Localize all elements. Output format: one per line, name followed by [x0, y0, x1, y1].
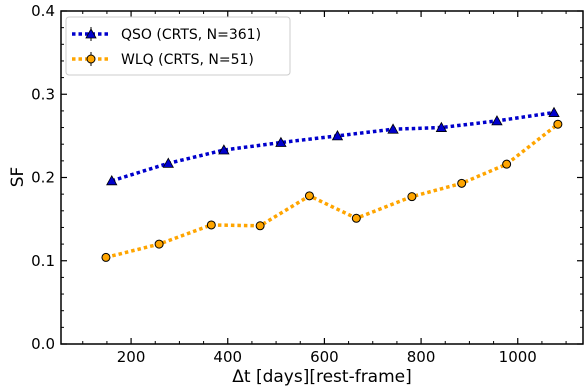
data-point [331, 130, 344, 141]
y-axis-label: SF [8, 167, 28, 188]
data-point [407, 192, 417, 202]
x-tick-labels: 200 400 600 800 1000 [117, 348, 537, 366]
x-tick-label: 400 [213, 348, 242, 366]
data-point [106, 175, 118, 186]
x-tick-label: 800 [407, 348, 436, 366]
legend-label: WLQ (CRTS, N=51) [121, 52, 254, 68]
legend-entry: QSO (CRTS, N=361) [72, 27, 261, 43]
data-point [255, 221, 265, 231]
x-axis-label: Δt [days][rest-frame] [232, 367, 412, 386]
legend-marker [86, 54, 96, 64]
y-tick-label: 0.0 [31, 335, 55, 353]
legend: QSO (CRTS, N=361) WLQ (CRTS, N=51) [65, 16, 291, 76]
series-line [105, 122, 559, 260]
legend-box [65, 16, 291, 76]
x-tick-label: 200 [117, 348, 146, 366]
data-point [304, 191, 314, 201]
data-point [162, 157, 174, 168]
data-point [387, 123, 399, 134]
axis-ticks [61, 10, 583, 345]
data-point [206, 220, 216, 230]
data-point [101, 252, 111, 262]
series-1 [101, 119, 563, 262]
data-point [351, 213, 361, 223]
legend-entries: QSO (CRTS, N=361) WLQ (CRTS, N=51) [72, 27, 261, 68]
data-point [491, 115, 503, 126]
y-tick-label: 0.4 [31, 2, 55, 20]
data-point [553, 119, 563, 129]
y-tick-label: 0.1 [31, 252, 55, 270]
legend-marker [85, 28, 97, 39]
data-point [457, 178, 467, 188]
legend-entry: WLQ (CRTS, N=51) [72, 52, 254, 68]
data-point [435, 121, 448, 132]
y-tick-label: 0.3 [31, 85, 55, 103]
series-layer [101, 106, 563, 262]
data-point [218, 144, 230, 155]
data-point [548, 106, 560, 117]
data-point [154, 239, 164, 249]
data-point [275, 136, 287, 147]
x-tick-label: 1000 [499, 348, 537, 366]
series-0 [106, 106, 560, 186]
y-tick-label: 0.2 [31, 169, 55, 187]
data-point [502, 159, 512, 169]
legend-label: QSO (CRTS, N=361) [121, 27, 261, 43]
x-tick-label: 600 [310, 348, 339, 366]
y-tick-labels: 0.0 0.1 0.2 0.3 0.4 [31, 2, 55, 353]
